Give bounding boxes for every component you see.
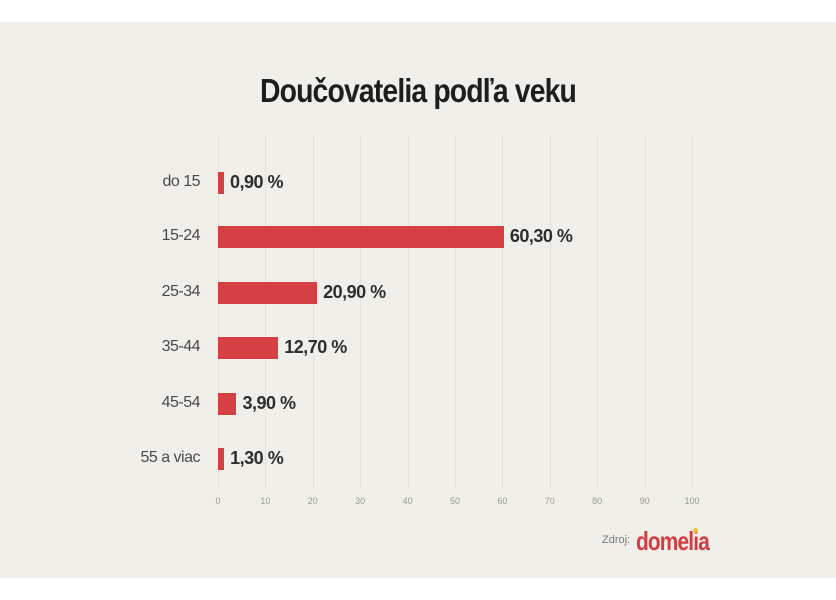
x-tick-label: 50 [449, 496, 461, 506]
x-tick-label: 90 [639, 496, 650, 506]
x-tick-label: 20 [307, 496, 318, 506]
value-label: 12,70 % [284, 337, 347, 357]
x-tick-label: 100 [684, 496, 700, 506]
value-label: 1,30 % [230, 448, 284, 468]
brand-logo-dot [693, 528, 698, 533]
gridline [312, 136, 314, 488]
category-label: 45-54 [161, 394, 201, 411]
x-tick-label: 80 [592, 496, 603, 506]
gridline [692, 136, 693, 488]
category-label: 15-24 [161, 227, 201, 244]
gridline [502, 136, 504, 488]
plot-area [218, 136, 693, 488]
x-tick-label: 40 [402, 496, 413, 506]
x-tick-label: 0 [215, 496, 221, 506]
bar [218, 448, 225, 470]
gridline [218, 136, 219, 488]
value-label: 20,90 % [323, 282, 386, 302]
gridline [597, 136, 599, 488]
bar [218, 226, 504, 248]
category-label: 25-34 [161, 283, 201, 300]
bar [218, 393, 237, 415]
bar [218, 172, 224, 194]
gridline [455, 136, 456, 488]
chart-title: Doučovatelia podľa veku [259, 72, 577, 109]
bar [218, 337, 279, 359]
bar [218, 282, 318, 304]
chart-panel [0, 22, 836, 578]
category-label: 35-44 [161, 338, 201, 355]
value-label: 0,90 % [230, 172, 284, 192]
x-tick-label: 30 [355, 496, 366, 506]
x-tick-label: 10 [260, 496, 271, 506]
gridline [407, 136, 409, 488]
gridline [644, 136, 646, 488]
gridline [360, 136, 362, 488]
gridline [265, 136, 267, 488]
category-label: 55 a viac [140, 449, 200, 466]
x-tick-label: 70 [544, 496, 555, 506]
source-label: Zdroj: [602, 534, 631, 546]
value-label: 60,30 % [509, 226, 573, 246]
value-label: 3,90 % [242, 393, 296, 413]
gridline [549, 136, 551, 488]
brand-logo: domelia [636, 526, 710, 556]
x-tick-label: 60 [497, 496, 508, 506]
category-label: do 15 [162, 173, 200, 190]
